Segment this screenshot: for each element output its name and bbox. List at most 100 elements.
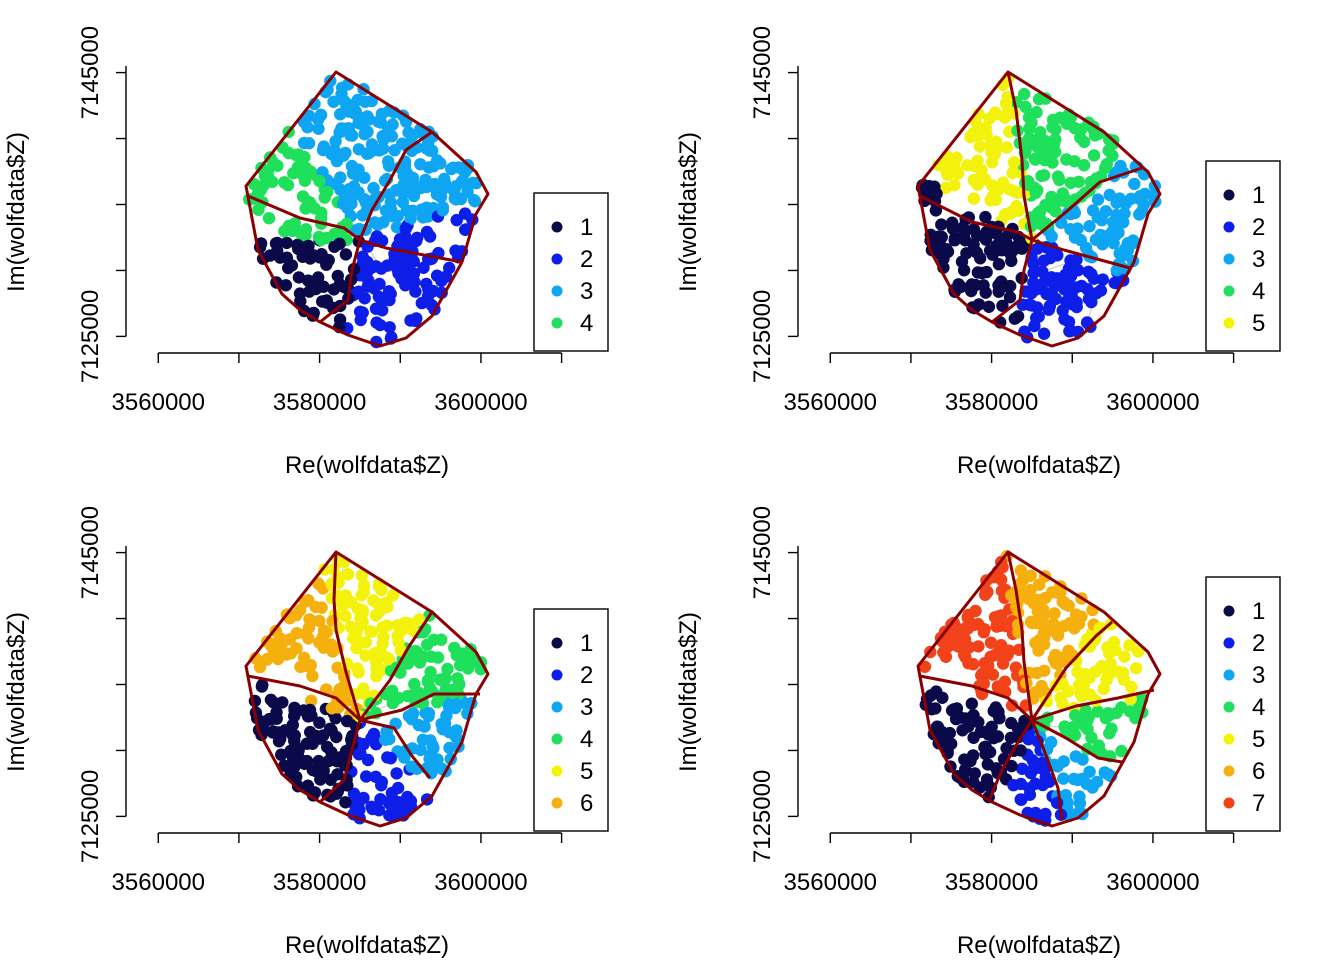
point-series-2 <box>1069 281 1083 294</box>
point-series-6 <box>1024 569 1037 582</box>
point-series-5 <box>370 669 383 683</box>
y-tick-label: 7125000 <box>77 290 104 383</box>
point-series-5 <box>948 178 961 192</box>
point-series-2 <box>399 222 412 235</box>
x-tick-label: 3600000 <box>434 389 527 416</box>
point-series-1 <box>1011 310 1025 323</box>
legend-box <box>533 608 609 832</box>
point-series-1 <box>965 697 978 710</box>
point-series-1 <box>991 730 1005 743</box>
point-series-2 <box>1037 276 1051 289</box>
point-series-1 <box>937 252 950 265</box>
point-series-4 <box>386 696 399 710</box>
point-series-3 <box>377 133 390 146</box>
point-series-6 <box>1039 591 1052 605</box>
point-series-3 <box>427 741 440 755</box>
legend-label: 3 <box>1252 246 1265 273</box>
point-series-6 <box>1069 617 1082 630</box>
point-series-5 <box>354 612 367 625</box>
point-series-4 <box>298 150 311 164</box>
point-series-1 <box>302 239 315 253</box>
point-series-4 <box>1082 710 1096 723</box>
point-series-1 <box>282 261 295 275</box>
point-series-3 <box>371 218 384 231</box>
region-boundary <box>319 239 362 324</box>
point-series-5 <box>1007 156 1021 169</box>
point-series-6 <box>294 660 307 674</box>
y-axis: 7125000 7145000 <box>749 26 799 383</box>
point-series-4 <box>262 171 275 184</box>
point-series-3 <box>461 185 474 199</box>
point-series-3 <box>1133 208 1146 221</box>
point-series-2 <box>385 786 399 800</box>
point-series-3 <box>1045 230 1058 243</box>
point-series-1 <box>339 796 352 809</box>
point-series-4 <box>298 174 312 187</box>
point-series-3 <box>1100 230 1113 243</box>
point-series-4 <box>1085 731 1098 744</box>
point-series-1 <box>303 703 317 717</box>
legend-marker <box>1223 797 1235 809</box>
point-series-4 <box>1025 133 1038 147</box>
point-series-1 <box>968 767 981 780</box>
point-series-2 <box>361 753 375 767</box>
legend-marker <box>1223 317 1235 329</box>
panel-4: 3560000 3580000 3600000 Re(wolfdata$Z) 71250… <box>675 506 1281 959</box>
point-series-6 <box>253 660 267 674</box>
y-axis: 7125000 7145000 <box>749 506 799 863</box>
point-series-2 <box>369 732 382 745</box>
y-tick-label: 7145000 <box>749 26 776 119</box>
point-series-6 <box>306 669 319 683</box>
point-series-5 <box>1075 689 1088 703</box>
point-series-6 <box>299 627 312 641</box>
point-series-2 <box>1056 304 1069 317</box>
region-boundaries <box>244 70 490 348</box>
point-series-1 <box>264 693 278 706</box>
point-series-6 <box>1033 617 1047 630</box>
point-series-1 <box>275 748 288 761</box>
point-series-3 <box>365 145 378 158</box>
point-series-2 <box>1022 733 1035 746</box>
point-series-3 <box>412 180 425 193</box>
point-series-3 <box>367 181 380 195</box>
x-axis-label: Re(wolfdata$Z) <box>957 932 1121 959</box>
point-series-1 <box>1001 280 1014 293</box>
point-series-2 <box>388 803 402 816</box>
point-series-1 <box>935 230 948 244</box>
point-series-1 <box>317 764 330 777</box>
point-series-3 <box>327 95 340 109</box>
point-series-2 <box>1108 276 1121 290</box>
point-series-6 <box>1054 586 1067 599</box>
point-series-7 <box>936 633 949 646</box>
y-axis-label: Im(wolfdata$Z) <box>3 132 30 292</box>
point-series-1 <box>312 276 325 289</box>
legend-label: 4 <box>580 726 593 753</box>
x-axis-label: Re(wolfdata$Z) <box>957 452 1121 479</box>
point-series-5 <box>1010 200 1023 213</box>
y-axis: 7125000 7145000 <box>77 26 127 383</box>
point-series-4 <box>424 665 437 679</box>
point-series-1 <box>276 696 289 709</box>
point-series-7 <box>991 646 1005 660</box>
point-series-6 <box>272 643 285 656</box>
point-series-3 <box>443 741 456 755</box>
point-series-1 <box>974 725 987 739</box>
legend-marker <box>551 701 563 713</box>
point-series-5 <box>367 594 380 607</box>
point-series-1 <box>991 244 1004 257</box>
point-series-2 <box>450 213 463 227</box>
point-series-1 <box>329 712 342 725</box>
point-series-1 <box>972 715 985 729</box>
point-series-1 <box>341 779 354 792</box>
point-series-3 <box>449 698 463 712</box>
x-tick-label: 3600000 <box>1106 869 1199 896</box>
region-boundary <box>1031 238 1131 270</box>
point-series-4 <box>1123 705 1137 718</box>
point-series-3 <box>1110 208 1123 222</box>
point-series-5 <box>359 636 373 649</box>
point-series-5 <box>1107 636 1121 649</box>
region-boundary <box>247 674 362 722</box>
point-series-1 <box>985 720 998 733</box>
point-series-5 <box>1054 691 1067 704</box>
point-series-2 <box>1096 273 1109 286</box>
